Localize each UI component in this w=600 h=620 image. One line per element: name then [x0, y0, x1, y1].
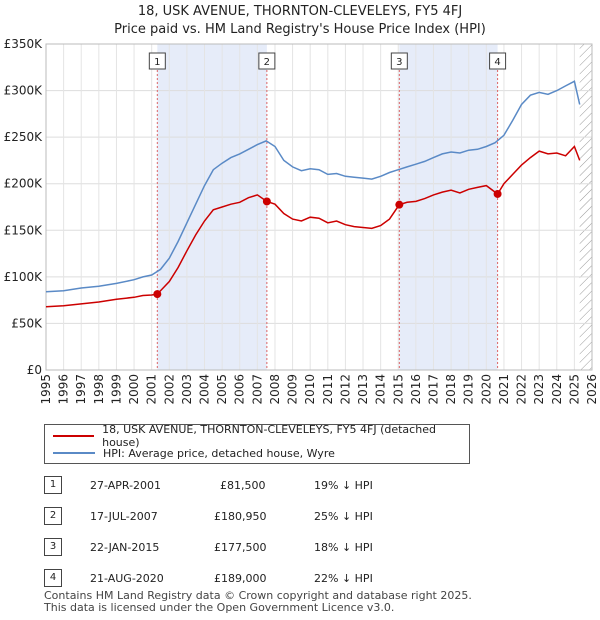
footer-line-2: This data is licensed under the Open Gov…	[44, 601, 395, 614]
sale-marker-label: 2	[264, 57, 270, 68]
sale-number-badge: 3	[44, 538, 62, 556]
property-price-line	[45, 145, 581, 308]
sale-point	[262, 197, 271, 206]
plot-area	[46, 44, 592, 370]
x-tick-label: 2013	[356, 374, 370, 405]
sale-marker-label: 4	[494, 57, 500, 68]
sale-number-badge: 1	[44, 476, 62, 494]
chart-title: 18, USK AVENUE, THORNTON-CLEVELEYS, FY5 …	[137, 4, 463, 19]
legend-item-hpi: HPI: Average price, detached house, Wyre	[53, 445, 335, 461]
sale-marker-box	[258, 52, 276, 70]
x-tick-label: 2004	[198, 374, 212, 405]
sale-marker-label: 1	[154, 57, 160, 68]
sale-number-badge: 2	[44, 507, 62, 525]
x-tick-label: 1997	[74, 374, 88, 405]
sale-point	[395, 200, 404, 209]
sale-marker-box	[148, 52, 166, 70]
ownership-span	[157, 44, 267, 370]
y-tick-label: £250K	[4, 130, 44, 144]
legend-label-property: 18, USK AVENUE, THORNTON-CLEVELEYS, FY5 …	[102, 423, 436, 449]
hpi-line	[45, 80, 581, 293]
y-tick-label: £350K	[4, 37, 44, 51]
x-tick-label: 2008	[268, 374, 282, 405]
x-tick-label: 2020	[479, 374, 493, 405]
price-chart: £0 £50K £100K £150K £200K £250K £300K £350K 1995…	[4, 37, 599, 405]
x-tick-label: 1999	[109, 374, 123, 405]
x-tick-label: 2017	[426, 374, 440, 405]
sale-marker-box	[390, 52, 408, 70]
footer-line-1: Contains HM Land Registry data © Crown c…	[44, 589, 472, 602]
sale-hpi-diff: 19% ↓ HPI	[314, 479, 373, 492]
x-tick-label: 2015	[391, 374, 405, 405]
y-tick-label: £150K	[4, 223, 44, 237]
sale-price: £180,950	[214, 510, 267, 523]
sale-number-badge: 4	[44, 569, 62, 587]
ownership-span	[399, 44, 498, 370]
table-row: 1 27-APR-2001 £81,500 19% ↓ HPI	[44, 476, 484, 496]
sale-hpi-diff: 22% ↓ HPI	[314, 572, 373, 585]
sale-date: 22-JAN-2015	[90, 541, 160, 554]
sale-date: 17-JUL-2007	[90, 510, 158, 523]
x-tick-label: 2001	[145, 374, 159, 405]
x-tick-label: 2006	[233, 374, 247, 405]
legend-swatch-hpi	[53, 452, 95, 454]
x-tick-label: 2012	[338, 374, 352, 405]
x-tick-label: 2007	[250, 374, 264, 405]
sale-point	[493, 189, 502, 198]
x-tick-label: 2003	[180, 374, 194, 405]
y-tick-label: £0	[27, 363, 42, 377]
x-tick-label: 2002	[162, 374, 176, 405]
sale-marker-box	[489, 52, 507, 70]
sale-point	[153, 290, 162, 299]
x-tick-label: 1998	[92, 374, 106, 405]
y-tick-label: £300K	[4, 84, 44, 98]
table-row: 4 21-AUG-2020 £189,000 22% ↓ HPI	[44, 569, 484, 589]
future-hatch	[579, 44, 592, 370]
sale-date: 21-AUG-2020	[90, 572, 164, 585]
x-tick-label: 2010	[303, 374, 317, 405]
footer: Contains HM Land Registry data © Crown c…	[44, 590, 472, 614]
x-tick-label: 2005	[215, 374, 229, 405]
sale-hpi-diff: 18% ↓ HPI	[314, 541, 373, 554]
sale-price: £177,500	[214, 541, 267, 554]
x-tick-label: 2019	[462, 374, 476, 405]
legend-item-property: 18, USK AVENUE, THORNTON-CLEVELEYS, FY5 …	[53, 423, 469, 449]
sale-price: £189,000	[214, 572, 267, 585]
table-row: 3 22-JAN-2015 £177,500 18% ↓ HPI	[44, 538, 484, 558]
legend-label-hpi: HPI: Average price, detached house, Wyre	[103, 446, 335, 460]
x-tick-label: 2021	[497, 374, 511, 405]
sale-hpi-diff: 25% ↓ HPI	[314, 510, 373, 523]
x-tick-label: 2016	[409, 374, 423, 405]
x-tick-label: 1995	[39, 374, 53, 405]
sale-price: £81,500	[220, 479, 266, 492]
legend-swatch-property	[53, 435, 95, 437]
x-tick-label: 2018	[444, 374, 458, 405]
plot-border	[45, 43, 593, 371]
chart-subtitle: Price paid vs. HM Land Registry's House …	[114, 22, 486, 37]
x-tick-label: 2024	[550, 374, 564, 405]
y-tick-label: £200K	[4, 177, 44, 191]
y-tick-label: £50K	[11, 316, 43, 330]
sale-date: 27-APR-2001	[90, 479, 162, 492]
x-tick-label: 2011	[321, 374, 335, 405]
table-row: 2 17-JUL-2007 £180,950 25% ↓ HPI	[44, 507, 484, 527]
sale-marker-label: 3	[396, 57, 402, 68]
x-tick-label: 2014	[374, 374, 388, 405]
x-tick-label: 2022	[515, 374, 529, 405]
legend: 18, USK AVENUE, THORNTON-CLEVELEYS, FY5 …	[44, 423, 470, 464]
x-tick-label: 1996	[57, 374, 71, 405]
y-tick-label: £100K	[4, 270, 44, 284]
x-tick-label: 2023	[532, 374, 546, 405]
x-tick-label: 2025	[567, 374, 581, 405]
x-tick-label: 2026	[585, 374, 599, 405]
x-tick-label: 2009	[286, 374, 300, 405]
x-tick-label: 2000	[127, 374, 141, 405]
